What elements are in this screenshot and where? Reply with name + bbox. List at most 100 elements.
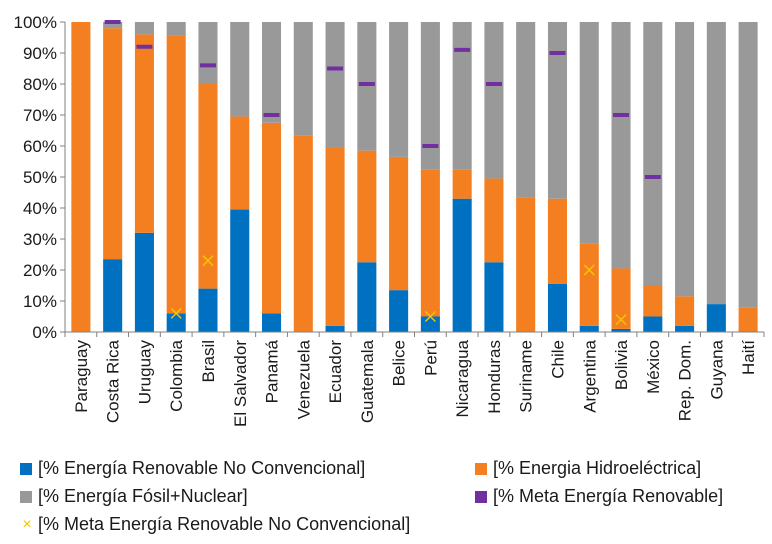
bar-segment-2 xyxy=(134,22,154,35)
bar-segment-2 xyxy=(230,22,250,117)
legend-x-icon: × xyxy=(22,515,32,533)
x-tick-label: Perú xyxy=(421,340,440,376)
bar-segment-1 xyxy=(516,197,536,332)
target-x-marker xyxy=(615,314,627,326)
bar-segment-2 xyxy=(389,22,409,157)
targets-layer xyxy=(104,20,661,326)
legend-label-meta-renovable-nc: [% Meta Energía Renovable No Convenciona… xyxy=(38,514,411,534)
x-tick-label: Venezuela xyxy=(294,339,313,419)
bar-segment-1 xyxy=(643,285,663,317)
bar-segment-2 xyxy=(293,22,313,136)
target-x-marker xyxy=(170,307,182,319)
legend-item-hidro: [% Energia Hidroeléctrica] xyxy=(475,458,701,479)
bar-segment-1 xyxy=(547,198,568,284)
legend-label-fosil: [% Energía Fósil+Nuclear] xyxy=(38,486,248,506)
x-tick-label: Guatemala xyxy=(358,339,377,423)
bar-segment-1 xyxy=(484,178,504,263)
bar-segment-2 xyxy=(166,22,186,36)
target-x-marker xyxy=(583,264,595,276)
x-tick-label: Panamá xyxy=(263,339,282,403)
bar-segment-0 xyxy=(103,259,123,332)
bar-segment-0 xyxy=(325,325,345,332)
bar-segment-2 xyxy=(452,22,472,170)
x-tick-label: Argentina xyxy=(580,339,599,412)
bar-segment-1 xyxy=(389,156,409,291)
bar-segment-2 xyxy=(103,22,123,29)
bar-segment-1 xyxy=(420,169,440,317)
y-tick-label: 10% xyxy=(23,292,57,311)
x-tick-label: México xyxy=(644,340,663,394)
y-tick-label: 30% xyxy=(23,230,57,249)
y-tick-label: 0% xyxy=(32,323,57,342)
bar-segment-2 xyxy=(325,22,345,148)
y-tick-label: 20% xyxy=(23,261,57,280)
target-x-marker xyxy=(424,310,436,323)
bar-segment-0 xyxy=(420,316,440,332)
bar-segment-2 xyxy=(357,22,377,151)
bar-segment-1 xyxy=(198,84,218,289)
y-tick-label: 90% xyxy=(23,44,57,63)
bar-segment-1 xyxy=(293,135,313,332)
legend-label-hidro: [% Energia Hidroeléctrica] xyxy=(493,458,702,478)
bar-segment-1 xyxy=(452,169,472,199)
x-tick-label: Honduras xyxy=(485,340,504,414)
bar-segment-0 xyxy=(198,288,218,332)
legend-item-meta-renovable-nc: × [% Meta Energía Renovable No Convencio… xyxy=(20,514,410,535)
bar-segment-0 xyxy=(706,304,726,332)
y-tick-label: 70% xyxy=(23,106,57,125)
stacked-bar-chart: Paraguay Costa Rica Uruguay Colombia Brasil E… xyxy=(14,13,765,427)
bar-segment-0 xyxy=(166,313,186,332)
y-tick-label: 50% xyxy=(23,168,57,187)
axes-layer: Paraguay Costa Rica Uruguay Colombia Brasil E… xyxy=(14,13,765,427)
bar-segment-2 xyxy=(706,22,726,305)
bar-segment-0 xyxy=(484,262,504,332)
x-tick-label: Brasil xyxy=(199,340,218,383)
x-tick-label: Colombia xyxy=(167,339,186,411)
bar-segment-1 xyxy=(611,268,631,329)
legend-item-meta-renovable: [% Meta Energía Renovable] xyxy=(475,486,723,507)
y-tick-label: 80% xyxy=(23,75,57,94)
legend-swatch-renovable-nc xyxy=(20,462,32,475)
legend: [% Energía Renovable No Convencional] [%… xyxy=(20,452,760,544)
x-tick-label: Suriname xyxy=(517,340,536,413)
bar-segment-0 xyxy=(357,262,377,332)
bar-segment-1 xyxy=(579,243,599,326)
x-tick-label: Ecuador xyxy=(326,340,345,404)
x-tick-label: Guyana xyxy=(707,339,726,399)
x-tick-label: Rep. Dom. xyxy=(676,340,695,421)
x-tick-label: Chile xyxy=(548,340,567,379)
legend-swatch-meta-renovable xyxy=(475,490,487,503)
bar-segment-1 xyxy=(675,296,695,326)
bar-segment-0 xyxy=(389,290,409,332)
x-tick-label: Belice xyxy=(390,340,409,386)
bar-segment-2 xyxy=(547,22,568,199)
bars-layer xyxy=(71,22,758,332)
bar-segment-0 xyxy=(579,325,599,332)
bar-segment-1 xyxy=(325,147,345,326)
legend-swatch-hidro xyxy=(475,462,487,475)
bar-segment-0 xyxy=(230,209,250,332)
bar-segment-0 xyxy=(452,198,472,332)
legend-label-meta-renovable: [% Meta Energía Renovable] xyxy=(493,486,724,506)
x-tick-label: El Salvador xyxy=(231,340,250,427)
x-tick-label: Uruguay xyxy=(135,340,154,405)
bar-segment-2 xyxy=(261,22,282,123)
bar-segment-0 xyxy=(643,316,663,332)
bar-segment-2 xyxy=(198,22,218,84)
bar-segment-0 xyxy=(611,328,631,332)
legend-label-renovable-nc: [% Energía Renovable No Convencional] xyxy=(38,458,366,478)
bar-segment-1 xyxy=(738,307,758,332)
legend-swatch-fosil xyxy=(20,490,32,503)
target-x-marker xyxy=(202,255,214,267)
bar-segment-2 xyxy=(611,22,631,269)
bar-segment-1 xyxy=(230,116,250,210)
bar-segment-0 xyxy=(261,313,282,332)
bar-segment-2 xyxy=(579,22,599,244)
x-tick-label: Paraguay xyxy=(72,340,91,413)
bar-segment-1 xyxy=(166,35,186,314)
bar-segment-0 xyxy=(675,325,695,332)
y-tick-label: 40% xyxy=(23,199,57,218)
bar-segment-2 xyxy=(420,22,440,170)
bar-segment-0 xyxy=(547,283,568,332)
bar-segment-1 xyxy=(357,150,377,263)
